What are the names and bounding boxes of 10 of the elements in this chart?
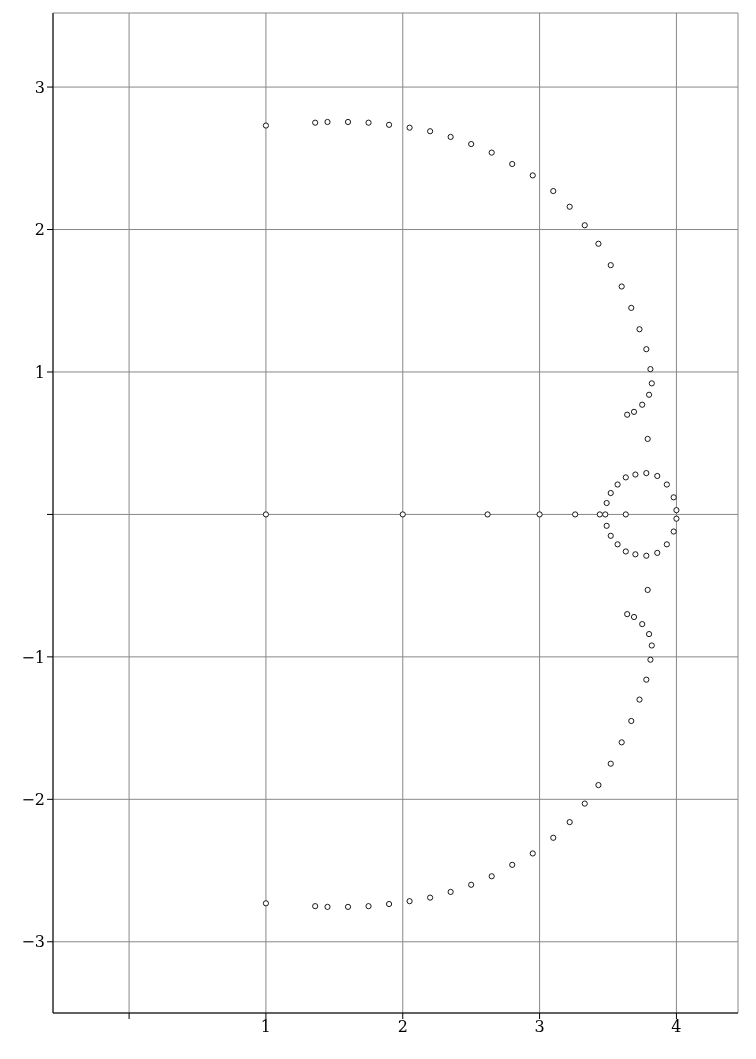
x-tick-label: 4 bbox=[671, 1017, 682, 1037]
y-tick-label: −3 bbox=[21, 932, 45, 952]
x-tick-label: 2 bbox=[397, 1017, 408, 1037]
y-tick-label: 3 bbox=[34, 77, 45, 97]
y-tick-label: 2 bbox=[34, 220, 45, 240]
x-tick-label: 1 bbox=[260, 1017, 272, 1037]
x-tick-label: 3 bbox=[534, 1017, 545, 1037]
y-tick-label: −1 bbox=[21, 647, 45, 667]
y-tick-label: 1 bbox=[34, 362, 45, 382]
y-tick-label: −2 bbox=[21, 790, 45, 809]
